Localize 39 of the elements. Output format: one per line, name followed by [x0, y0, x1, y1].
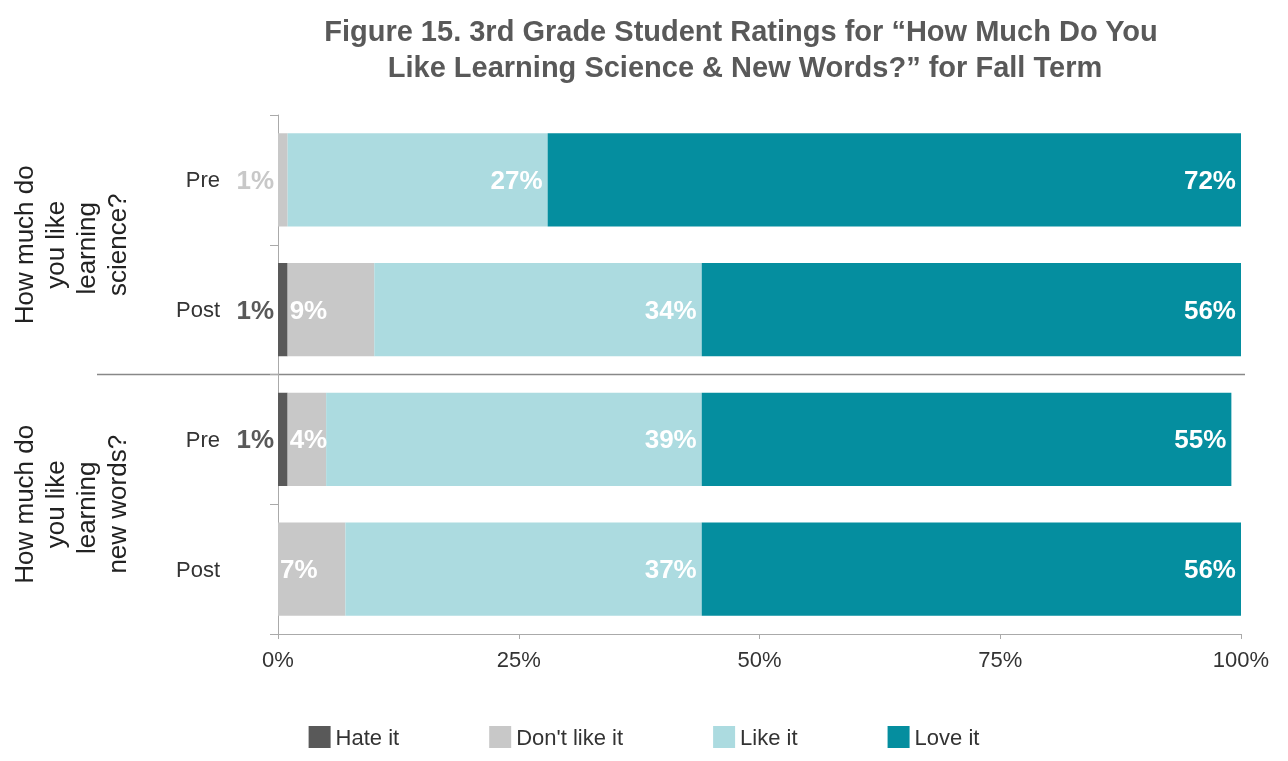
legend-label: Hate it [335, 724, 400, 750]
data-label: 72% [1183, 164, 1236, 195]
x-tick-label: 50% [737, 646, 782, 672]
bar [278, 133, 288, 227]
bar [374, 262, 702, 357]
bar [287, 133, 548, 227]
legend-label: Don't like it [516, 724, 624, 750]
x-tick-label: 0% [262, 646, 294, 672]
text: How much do you like learning new words? [8, 424, 132, 584]
bar [326, 392, 702, 487]
y-tick-label: Post [175, 297, 220, 323]
data-label: 1% [236, 294, 274, 325]
data-label: 34% [644, 294, 697, 325]
x-tick-label: 100% [1212, 646, 1270, 672]
data-label: 55% [1174, 424, 1227, 455]
y-tick-label: Post [175, 556, 220, 582]
data-label: 56% [1183, 554, 1236, 585]
data-label: 27% [490, 164, 543, 195]
y-tick-label: Pre [185, 426, 220, 452]
data-label: 56% [1183, 294, 1236, 325]
bar [701, 262, 1241, 357]
bar [701, 522, 1241, 616]
legend-label: Like it [740, 724, 798, 750]
data-label: 37% [644, 554, 697, 585]
x-tick-label: 25% [496, 646, 541, 672]
data-label: 1% [236, 424, 274, 455]
x-tick-label: 75% [978, 646, 1023, 672]
bar [287, 262, 375, 357]
text: How much do you like learning science? [8, 165, 132, 325]
y-tick-label: Pre [185, 167, 220, 193]
bar [345, 522, 702, 616]
chart-title: Figure 15. 3rd Grade Student Ratings for “How Much Do You Like Learning Science & New Words?” for Fall Term [324, 15, 1166, 83]
bar [547, 133, 1241, 227]
data-label: 39% [644, 424, 697, 455]
bar [278, 392, 288, 487]
bar [278, 522, 346, 616]
legend-label: Love it [914, 724, 980, 750]
bar [701, 392, 1232, 487]
bar [278, 262, 288, 357]
